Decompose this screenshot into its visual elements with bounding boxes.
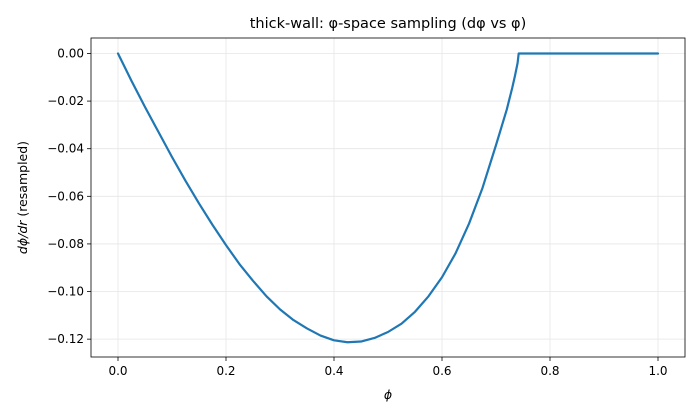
y-tick-label: −0.04 xyxy=(47,142,84,156)
x-tick-label: 0.2 xyxy=(216,364,235,378)
series-line xyxy=(116,52,660,344)
ticks: 0.0 0.2 0.4 0.6 0.8 1.0 0.00 −0.02 −0.04 −0.06 −0.… xyxy=(47,46,667,378)
y-tick-label: −0.08 xyxy=(47,237,84,251)
chart-title: thick-wall: φ-space sampling (dφ vs φ) xyxy=(250,16,527,32)
y-tick-label: −0.10 xyxy=(47,285,84,299)
x-axis-label: ϕ xyxy=(384,387,392,402)
y-tick-label: −0.06 xyxy=(47,189,84,203)
y-tick-label: 0.00 xyxy=(57,46,84,60)
x-tick-label: 1.0 xyxy=(648,364,667,378)
y-tick-label: −0.02 xyxy=(47,94,84,108)
plot-frame xyxy=(90,37,686,358)
x-tick-label: 0.0 xyxy=(108,364,127,378)
y-axis-label: dϕ/dr (resampled) xyxy=(15,141,30,254)
y-tick-label: −0.12 xyxy=(47,332,84,346)
y-axis-label-suffix: (resampled) xyxy=(15,141,30,221)
x-tick-label: 0.6 xyxy=(432,364,451,378)
series-layer xyxy=(116,52,660,344)
x-tick-label: 0.8 xyxy=(540,364,559,378)
x-tick-label: 0.4 xyxy=(324,364,343,378)
y-axis-label-math: dϕ/dr xyxy=(15,220,30,254)
